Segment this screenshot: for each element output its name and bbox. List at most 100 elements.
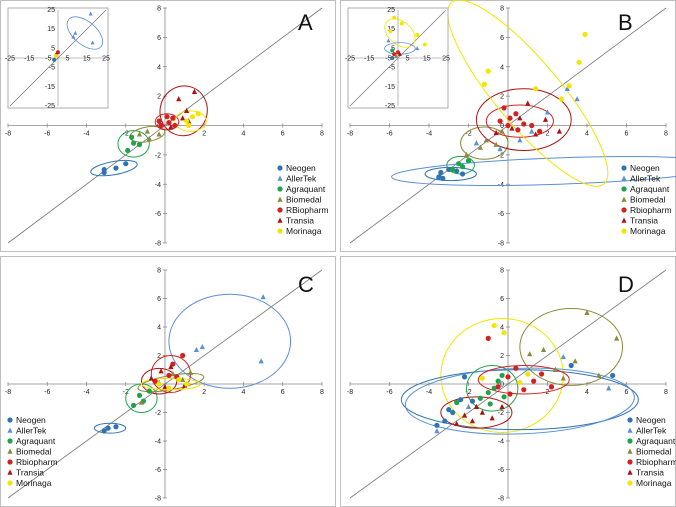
point-rbiopharm <box>507 391 513 397</box>
point-morinaga <box>183 118 190 124</box>
point-biomedal <box>180 376 186 382</box>
panel-letter: B <box>618 10 633 35</box>
point-morinaga <box>485 68 491 74</box>
x-tick-label: -8 <box>347 131 353 138</box>
legend-entry: Transia <box>630 216 658 226</box>
point-agraquant <box>459 164 466 170</box>
point-biomedal <box>136 131 143 137</box>
legend-entry: Neogen <box>630 163 660 173</box>
y-tick-label: -8 <box>498 241 504 248</box>
point-rbiopharm <box>164 114 170 120</box>
point-rbiopharm <box>548 384 555 390</box>
point-biomedal <box>146 135 152 141</box>
y-tick-label: -8 <box>155 241 161 248</box>
point-morinaga <box>525 371 531 377</box>
y-tick-label: 4 <box>500 64 504 71</box>
inset-point-neogen <box>52 57 57 62</box>
x-tick-label: 8 <box>664 389 668 396</box>
point-agraquant <box>495 378 501 384</box>
point-biomedal <box>477 144 483 150</box>
point-morinaga <box>491 322 497 329</box>
point-allertek <box>473 140 479 146</box>
y-tick-label: 2 <box>157 94 161 101</box>
point-neogen <box>113 424 119 430</box>
y-tick-label: -4 <box>498 439 504 446</box>
legend-marker <box>621 196 627 202</box>
point-rbiopharm <box>485 335 491 341</box>
point-neogen <box>442 418 448 424</box>
x-tick-label: 8 <box>320 389 324 396</box>
y-tick-label: 6 <box>500 35 504 42</box>
inset-point-allertek <box>90 40 95 45</box>
point-biomedal <box>483 137 489 143</box>
legend-marker <box>7 469 13 475</box>
point-rbiopharm <box>156 118 162 124</box>
inset-y-tick-label: 15 <box>47 26 55 33</box>
ellipse-biomedal <box>460 126 509 160</box>
x-tick-label: 6 <box>625 131 629 138</box>
x-tick-label: -6 <box>44 389 50 396</box>
point-transia <box>454 420 460 427</box>
x-tick-label: -4 <box>83 389 89 396</box>
x-tick-label: 2 <box>546 131 550 138</box>
x-tick-label: -2 <box>465 389 471 396</box>
point-morinaga <box>156 381 162 387</box>
point-transia <box>469 418 476 424</box>
inset-point-allertek <box>88 11 93 16</box>
point-neogen <box>610 372 616 379</box>
point-rbiopharm <box>505 374 511 380</box>
inset-point-rbiopharm <box>392 52 397 57</box>
legend-marker <box>621 228 627 234</box>
x-tick-label: -4 <box>83 131 89 138</box>
x-tick-label: 4 <box>242 389 246 396</box>
y-tick-label: -2 <box>155 152 161 159</box>
point-neogen <box>446 166 452 173</box>
panel-b: -8 -6 -4 -2 2 4 6 886420-2-4-6-8BNeogenAllerTek… <box>340 0 676 252</box>
point-morinaga <box>185 122 192 129</box>
panel-a: -8-6-4-2246886420-2-4-6-8ANeogenAllerTek… <box>0 0 336 252</box>
point-rbiopharm <box>170 115 176 121</box>
x-tick-label: 2 <box>546 389 550 396</box>
ellipse-agraquant <box>117 130 150 158</box>
point-biomedal <box>527 351 533 357</box>
ellipse-allertek <box>404 367 635 435</box>
point-neogen <box>454 168 460 174</box>
legend-marker <box>627 417 633 423</box>
point-allertek <box>606 385 612 391</box>
point-agraquant <box>491 385 497 391</box>
point-agraquant <box>136 392 143 398</box>
point-biomedal <box>187 369 194 375</box>
point-morinaga <box>558 96 564 102</box>
x-tick-label: -8 <box>5 389 11 396</box>
point-transia <box>158 368 164 374</box>
point-biomedal <box>144 128 150 134</box>
inset-point-morinaga <box>54 54 59 59</box>
inset-x-tick-label: -25 <box>5 56 15 63</box>
legend-entry: Transia <box>286 216 314 226</box>
point-allertek <box>517 137 523 143</box>
y-tick-label: -2 <box>155 410 161 417</box>
y-tick-label: 4 <box>157 325 161 332</box>
ellipse-allertek <box>391 156 676 186</box>
inset-point-transia <box>397 51 402 56</box>
point-agraquant <box>136 141 143 148</box>
y-tick-label: -2 <box>498 152 504 159</box>
point-neogen <box>434 422 440 428</box>
legend-marker <box>277 196 283 202</box>
legend-marker <box>627 438 633 444</box>
ellipse-rbiopharm <box>154 113 180 131</box>
point-biomedal <box>170 371 176 377</box>
point-rbiopharm <box>513 111 519 117</box>
point-allertek <box>199 343 205 350</box>
point-transia <box>542 116 549 122</box>
x-tick-label: -4 <box>426 131 432 138</box>
inset-point-agraquant <box>390 48 395 53</box>
y-tick-label: 4 <box>500 325 504 332</box>
legend-marker <box>277 175 283 181</box>
ellipse-agraquant <box>466 364 519 412</box>
legend-marker <box>7 438 13 444</box>
y-tick-label: 2 <box>500 353 504 360</box>
point-rbiopharm <box>507 115 513 121</box>
point-morinaga <box>166 385 172 391</box>
